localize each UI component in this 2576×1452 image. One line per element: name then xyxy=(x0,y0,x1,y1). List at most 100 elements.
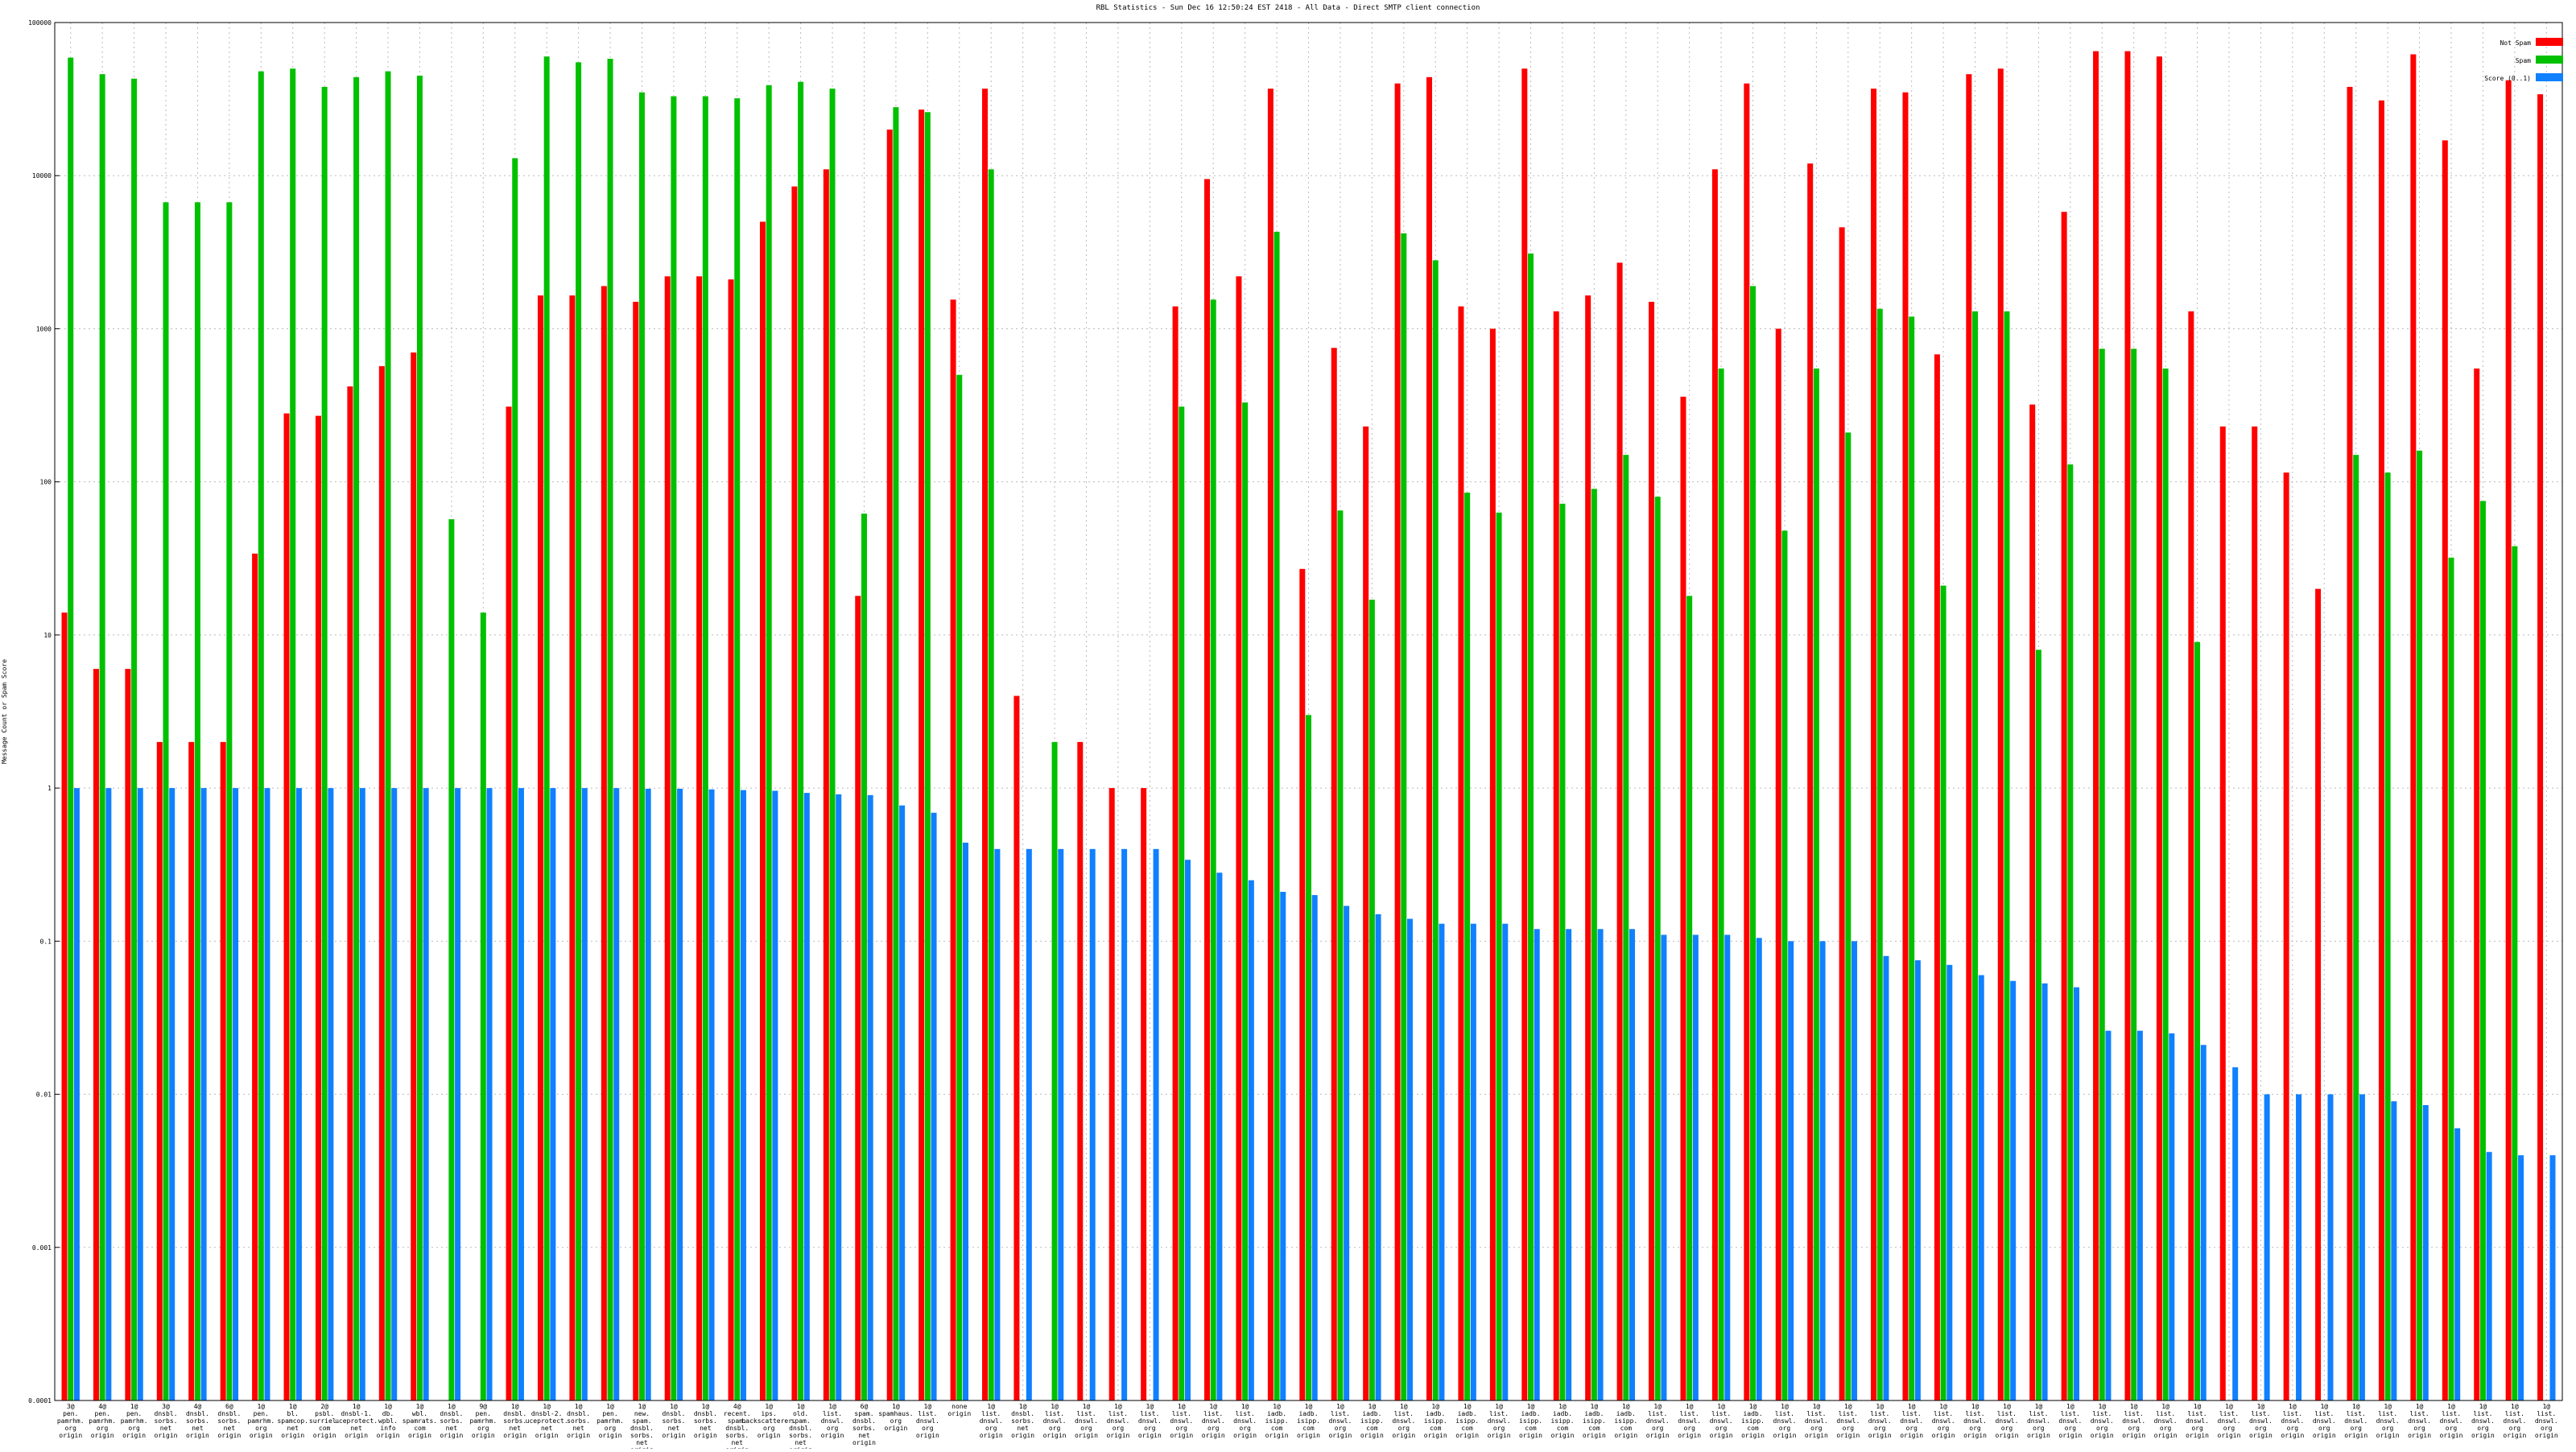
bar-spam xyxy=(1528,253,1534,1401)
bar-score-0-1 xyxy=(867,794,873,1400)
x-tick-label: 1@ iadb. isipp. com origin xyxy=(1519,1403,1542,1439)
legend-swatch xyxy=(2536,73,2563,81)
bar-not-spam xyxy=(93,669,99,1400)
x-tick-label: 1@ list. dnswl. org origin xyxy=(2218,1403,2241,1439)
x-tick-label: 1@ iadb. isipp. com origin xyxy=(1424,1403,1447,1439)
bar-not-spam xyxy=(1934,354,1940,1400)
bar-spam xyxy=(861,514,867,1401)
bar-not-spam xyxy=(1077,741,1084,1400)
bar-score-0-1 xyxy=(1661,934,1667,1400)
bar-spam xyxy=(1972,311,1979,1400)
bar-not-spam xyxy=(315,415,321,1400)
y-tick-label: 100000 xyxy=(28,19,52,27)
x-tick-label: 1@ dnsbl. sorbs. net origin xyxy=(503,1403,526,1439)
bar-spam xyxy=(1559,503,1566,1400)
bar-spam xyxy=(956,374,963,1401)
bar-spam xyxy=(1686,596,1693,1400)
bar-not-spam xyxy=(823,169,829,1401)
bar-spam xyxy=(2384,472,2391,1400)
bar-spam xyxy=(226,202,233,1400)
x-tick-label: 1@ bl. spamcop. net origin xyxy=(277,1403,308,1439)
bar-score-0-1 xyxy=(2136,1030,2143,1400)
bar-score-0-1 xyxy=(2486,1152,2492,1400)
y-tick-label: 1000 xyxy=(36,325,52,332)
bar-not-spam xyxy=(759,221,766,1401)
x-tick-label: 1@ list. dnswl. org origin xyxy=(1170,1403,1193,1439)
bar-score-0-1 xyxy=(899,805,906,1400)
bar-not-spam xyxy=(1363,426,1369,1400)
legend-swatch xyxy=(2536,38,2563,46)
x-tick-label: 1@ list. dnswl. org origin xyxy=(1233,1403,1257,1439)
bar-score-0-1 xyxy=(1375,914,1381,1400)
legend-label: Spam xyxy=(2516,57,2531,64)
x-tick-label: 1@ list. dnswl. org origin xyxy=(1646,1403,1670,1439)
bar-not-spam xyxy=(1616,262,1623,1400)
x-tick-label: 1@ list. dnswl. org origin xyxy=(1932,1403,1955,1439)
bar-score-0-1 xyxy=(359,788,365,1400)
bar-spam xyxy=(1591,489,1597,1400)
bar-spam xyxy=(1909,316,1915,1400)
bar-spam xyxy=(1718,368,1724,1401)
bar-not-spam xyxy=(1871,89,1877,1400)
bar-score-0-1 xyxy=(994,848,1001,1400)
bar-score-0-1 xyxy=(233,788,239,1400)
bar-not-spam xyxy=(1775,328,1781,1401)
x-tick-label: 1@ list. dnswl. org origin xyxy=(1106,1403,1129,1439)
bar-not-spam xyxy=(696,276,703,1400)
bar-spam xyxy=(2417,450,2423,1400)
x-tick-label: 1@ list. dnswl. org origin xyxy=(980,1403,1003,1439)
bar-not-spam xyxy=(1521,68,1528,1400)
bar-not-spam xyxy=(2124,51,2131,1401)
bar-score-0-1 xyxy=(328,788,334,1400)
bar-score-0-1 xyxy=(1597,929,1604,1400)
x-tick-label: 4@ pen. pamrhm. org origin xyxy=(89,1403,116,1439)
bar-spam xyxy=(1654,497,1661,1400)
bar-not-spam xyxy=(633,301,639,1401)
bar-score-0-1 xyxy=(2264,1094,2270,1400)
bar-spam xyxy=(2004,311,2010,1400)
bar-spam xyxy=(988,169,994,1401)
bar-score-0-1 xyxy=(137,788,143,1400)
bar-not-spam xyxy=(506,406,512,1401)
x-tick-label: 1@ list. dnswl. org origin xyxy=(2408,1403,2431,1439)
bar-score-0-1 xyxy=(1724,934,1731,1400)
bar-score-0-1 xyxy=(740,790,746,1400)
x-tick-label: 1@ iadb. isipp. com origin xyxy=(1614,1403,1637,1439)
bar-score-0-1 xyxy=(295,788,302,1400)
bar-score-0-1 xyxy=(2296,1094,2302,1400)
bar-spam xyxy=(321,86,328,1400)
bar-not-spam xyxy=(1997,68,2004,1400)
x-tick-label: 1@ dnsbl. sorbs. net origin xyxy=(1011,1403,1034,1439)
bar-score-0-1 xyxy=(1470,923,1476,1400)
x-tick-label: 1@ iadb. isipp. com origin xyxy=(1583,1403,1606,1439)
bar-not-spam xyxy=(2505,80,2512,1400)
bar-not-spam xyxy=(1299,568,1306,1400)
bar-spam xyxy=(1210,299,1216,1400)
bar-score-0-1 xyxy=(2169,1033,2175,1400)
bar-not-spam xyxy=(1426,76,1433,1401)
chart-title: RBL Statistics - Sun Dec 16 12:50:24 EST… xyxy=(1096,4,1480,12)
bar-score-0-1 xyxy=(2010,980,2017,1400)
x-tick-label: 9@ pen. pamrhm. org origin xyxy=(469,1403,497,1439)
bar-spam xyxy=(512,158,518,1400)
bar-spam xyxy=(2099,349,2105,1400)
legend: Not Spam Spam Score (0..1) xyxy=(2484,38,2563,82)
bar-spam xyxy=(163,202,169,1400)
bar-score-0-1 xyxy=(455,788,461,1400)
bar-not-spam xyxy=(728,279,734,1400)
bar-spam xyxy=(671,96,677,1401)
bar-score-0-1 xyxy=(1566,929,1572,1400)
y-tick-label: 10 xyxy=(43,632,52,639)
bar-spam xyxy=(2353,455,2359,1401)
x-tick-label: 1@ spamhaus. org origin xyxy=(878,1403,913,1432)
bar-not-spam xyxy=(1267,89,1274,1400)
bar-score-0-1 xyxy=(73,788,80,1400)
x-tick-label: 3@ dnsbl. sorbs. net origin xyxy=(155,1403,178,1439)
bar-spam xyxy=(1750,286,1757,1400)
bar-not-spam xyxy=(2315,588,2322,1400)
bar-not-spam xyxy=(1839,227,1845,1400)
bar-score-0-1 xyxy=(518,788,524,1400)
x-tick-label: 1@ list. dnswl. org origin xyxy=(2122,1403,2145,1439)
